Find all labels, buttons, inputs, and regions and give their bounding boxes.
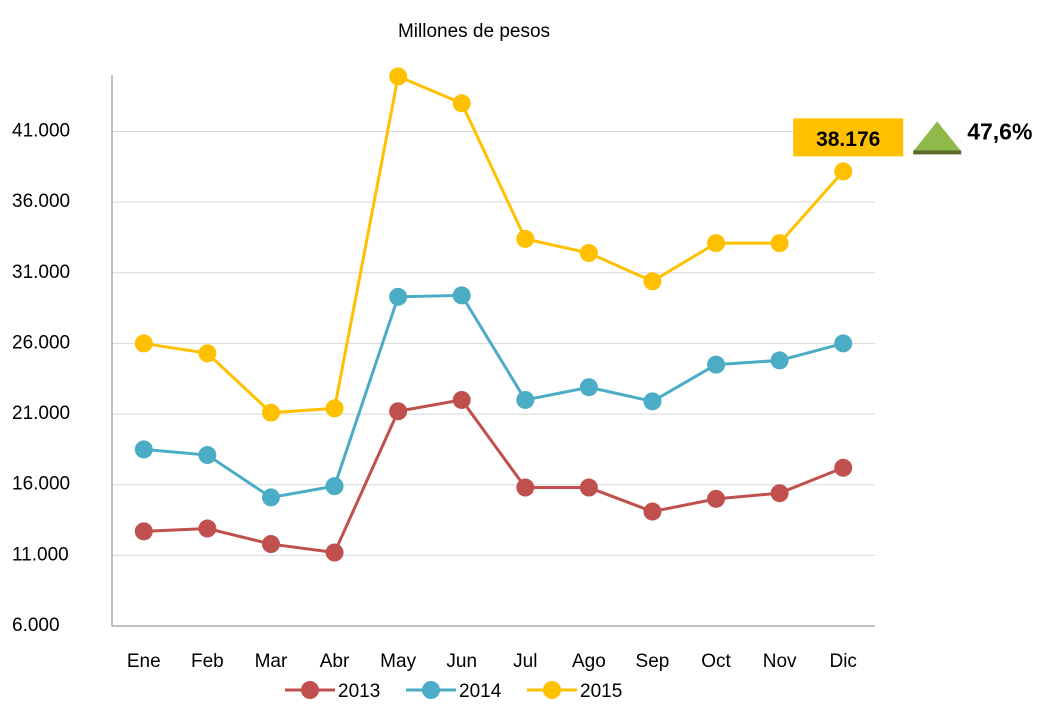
data-point <box>770 234 789 253</box>
x-tick-label: Feb <box>191 651 224 672</box>
annotation: 47,6% <box>967 118 1032 144</box>
x-tick-label: Nov <box>763 651 797 672</box>
x-tick-label: Abr <box>320 651 350 672</box>
x-tick-label: Jun <box>446 651 477 672</box>
data-point <box>770 484 789 503</box>
legend-label: 2014 <box>459 681 502 702</box>
data-point <box>643 272 662 291</box>
data-point <box>389 67 408 86</box>
chart-title: Millones de pesos <box>398 21 550 42</box>
legend-label: 2013 <box>338 681 380 702</box>
x-tick-label: Ene <box>127 651 161 672</box>
y-tick-label: 31.000 <box>12 262 70 283</box>
legend-marker <box>301 681 319 699</box>
data-point <box>452 390 471 409</box>
data-point <box>134 522 153 541</box>
y-tick-label: 16.000 <box>12 474 70 495</box>
data-point <box>579 478 598 497</box>
data-point <box>579 378 598 397</box>
data-point <box>834 162 853 181</box>
data-point <box>134 334 153 353</box>
y-tick-label: 6.000 <box>12 615 60 636</box>
data-point <box>389 287 408 306</box>
data-point <box>643 392 662 411</box>
value-label-box <box>793 118 904 157</box>
data-point <box>325 477 344 496</box>
x-tick-label: Mar <box>255 651 288 672</box>
data-point <box>198 519 217 538</box>
up-triangle <box>913 121 962 152</box>
series-line <box>143 74 845 415</box>
x-tick-label: May <box>380 651 416 672</box>
y-tick-label: 36.000 <box>12 191 70 212</box>
x-tick-label: Jul <box>513 651 537 672</box>
y-tick-label: 41.000 <box>12 121 70 142</box>
data-point <box>834 458 853 477</box>
data-point <box>134 440 153 459</box>
data-point <box>198 344 217 363</box>
data-point <box>389 402 408 421</box>
x-tick-label: Oct <box>701 651 731 672</box>
data-point <box>579 244 598 263</box>
data-point <box>261 403 280 422</box>
data-point <box>198 446 217 465</box>
data-point <box>516 229 535 248</box>
series-line <box>143 293 844 500</box>
x-tick-label: Ago <box>572 651 606 672</box>
data-point <box>452 286 471 305</box>
y-tick-label: 26.000 <box>12 332 70 353</box>
y-tick-label: 11.000 <box>12 544 69 565</box>
series-line <box>143 398 844 555</box>
legend-marker <box>422 681 440 699</box>
data-point <box>325 399 344 418</box>
data-point <box>516 390 535 409</box>
data-point <box>770 351 789 370</box>
data-point <box>834 334 853 353</box>
x-tick-label: Dic <box>829 651 856 672</box>
data-point <box>707 489 726 508</box>
data-point <box>261 535 280 554</box>
triangle-base <box>913 150 962 155</box>
x-tick-label: Sep <box>636 651 670 672</box>
y-tick-label: 21.000 <box>12 403 70 424</box>
data-point <box>707 355 726 374</box>
data-point <box>707 234 726 253</box>
legend-label: 2015 <box>580 681 622 702</box>
data-point <box>452 94 471 113</box>
data-point <box>516 478 535 497</box>
legend-marker <box>543 681 561 699</box>
data-point <box>261 488 280 507</box>
data-point <box>643 502 662 521</box>
value-label: 38.176 <box>816 128 880 151</box>
data-point <box>325 543 344 562</box>
